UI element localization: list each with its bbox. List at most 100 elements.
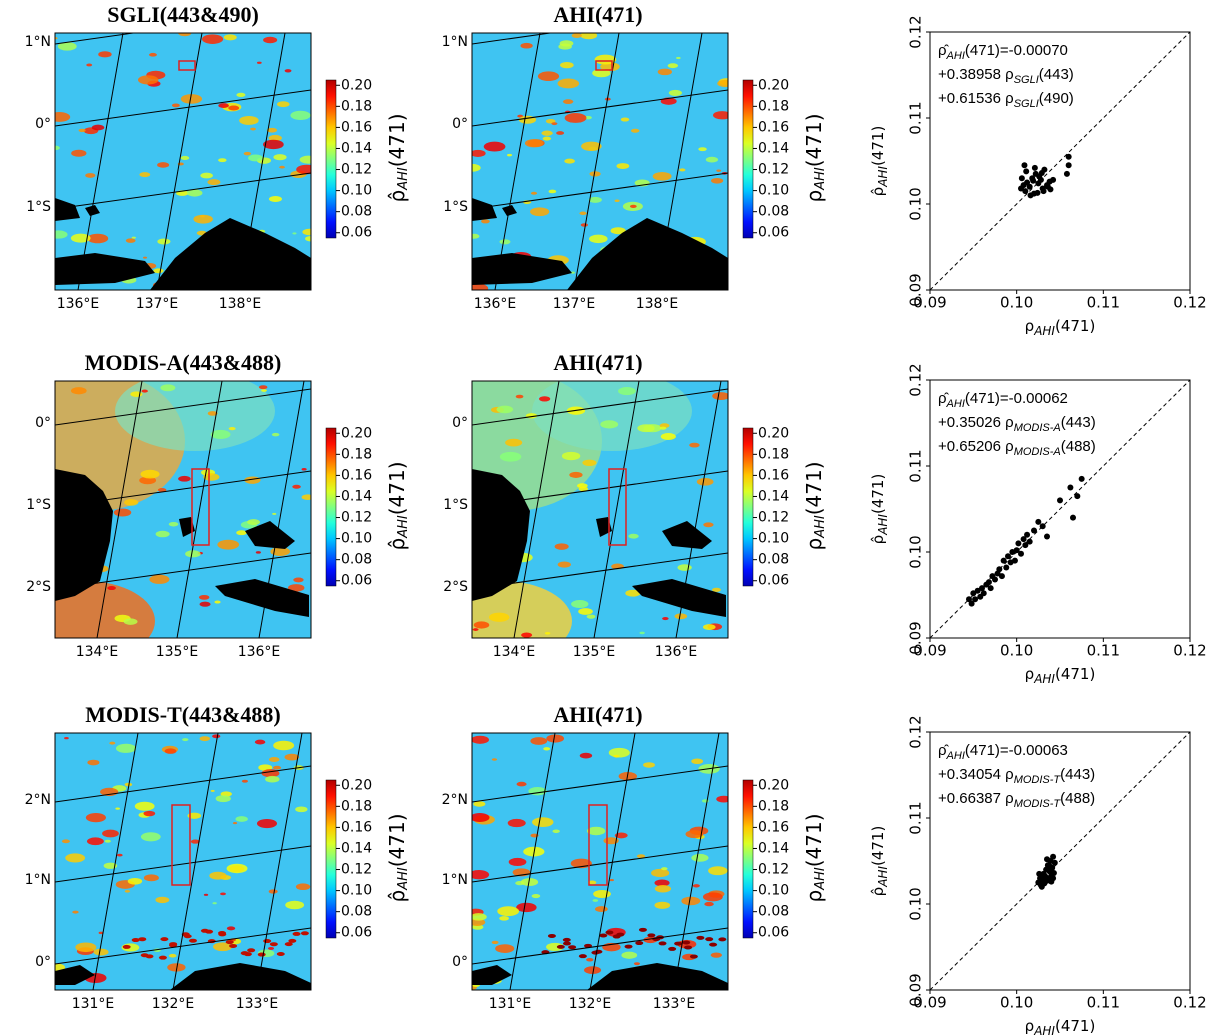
lon-label: 132°E: [569, 996, 612, 1012]
map-patch: [247, 519, 260, 526]
equation-symbol: +0.38958 ρ: [938, 66, 1014, 83]
map-patch: [584, 943, 593, 948]
map-patch: [292, 931, 301, 936]
graticule: [55, 927, 311, 965]
map-patch: [605, 930, 614, 935]
equation: ρ̂AHI(471)=-0.00063: [938, 742, 1068, 762]
colorbar-tick-label: 0.20: [758, 77, 789, 93]
equation-sub: MODIS-A: [1014, 422, 1061, 434]
colorbar-label-sub: AHI: [813, 515, 828, 539]
lat-label: 1°N: [442, 872, 468, 888]
map-patch: [55, 145, 60, 151]
map-patch: [215, 795, 231, 803]
map-patch: [559, 40, 574, 47]
map-patch: [188, 938, 197, 943]
colorbar-tick-label: 0.08: [341, 552, 372, 568]
map-patch: [61, 839, 70, 844]
point: [1027, 192, 1034, 199]
map-patch: [712, 587, 721, 592]
colorbar-tick-label: 0.20: [758, 425, 789, 441]
land: [170, 963, 311, 990]
map-patch: [207, 411, 218, 416]
lon-label: 131°E: [72, 996, 115, 1012]
map-patch: [538, 396, 551, 402]
equation: +0.38958 ρSGLI(443): [938, 66, 1074, 86]
x-tick-label: 0.09: [913, 642, 946, 660]
map-patch: [546, 734, 565, 743]
colorbar-tick-label: 0.10: [758, 183, 789, 199]
map-patch: [530, 737, 548, 745]
point: [1023, 168, 1030, 175]
map-patch: [637, 424, 655, 433]
map-patch: [157, 162, 170, 168]
lon-label: 137°E: [553, 296, 596, 312]
lat-label: 1°S: [443, 497, 468, 513]
map-patch: [584, 966, 602, 975]
colorbar-label-symbol: ρ̂: [385, 890, 409, 903]
lat-label: 0°: [452, 954, 468, 970]
colorbar-label: ρAHI(471): [802, 462, 828, 551]
map-patch: [710, 952, 722, 958]
map: [55, 33, 311, 290]
point: [1026, 183, 1033, 190]
map-patch: [578, 608, 593, 615]
point: [970, 590, 977, 597]
map-patch: [702, 624, 716, 630]
lat-label: 1°S: [443, 199, 468, 215]
map-patch: [212, 734, 221, 739]
colorbar-tick-label: 0.06: [758, 925, 789, 941]
point: [1039, 523, 1046, 530]
study-area: [595, 60, 613, 71]
map-patch: [131, 236, 136, 239]
lat-label: 1°N: [442, 34, 468, 50]
point: [1078, 475, 1085, 482]
point: [974, 587, 981, 594]
point: [1022, 542, 1029, 549]
colorbar-tick-label: 0.14: [341, 488, 372, 504]
map-patch: [696, 477, 714, 486]
equation-tail: (443): [1060, 766, 1095, 783]
graticule: [55, 388, 311, 426]
map-patch: [689, 442, 700, 448]
colorbar-tick-label: 0.14: [341, 140, 372, 156]
colorbar-label: ρ̂AHI(471): [385, 114, 411, 203]
map-patch: [72, 910, 79, 914]
map-patch: [616, 163, 630, 169]
land: [502, 205, 517, 216]
map-patch: [160, 937, 169, 942]
map-patch: [571, 33, 582, 39]
map-patch: [228, 426, 236, 431]
lon-label: 134°E: [76, 644, 119, 660]
map-patch: [268, 889, 278, 894]
map-patch: [472, 283, 489, 290]
map-patch: [472, 913, 487, 921]
map-patch: [116, 853, 123, 857]
map-patch: [261, 389, 267, 392]
equation-sub: MODIS-A: [1014, 446, 1061, 458]
map-patch: [157, 238, 171, 245]
map-patch: [143, 810, 156, 817]
map-frame: [54, 32, 312, 291]
map-patch: [614, 199, 620, 202]
point: [1026, 538, 1033, 545]
map-patch: [677, 564, 692, 571]
map-patch: [113, 508, 132, 517]
map-patch: [295, 883, 311, 891]
x-axis-label-sub: AHI: [1033, 672, 1055, 686]
map-patch: [55, 112, 71, 122]
map-patch: [472, 813, 490, 822]
map-patch: [704, 901, 714, 907]
equation-tail: (471)=-0.00070: [965, 42, 1068, 59]
map-patch: [718, 937, 727, 942]
map-frame: [54, 732, 312, 991]
map-patch: [588, 880, 597, 885]
map-patch: [124, 499, 139, 506]
graticule: [55, 765, 311, 803]
map-patch: [483, 141, 506, 152]
map-patch: [661, 867, 668, 871]
map-patch: [226, 863, 248, 874]
colorbar: [325, 79, 337, 239]
identity-line: [929, 379, 1191, 639]
equation-symbol: ρ̂: [938, 42, 950, 59]
map-patch: [279, 165, 285, 169]
